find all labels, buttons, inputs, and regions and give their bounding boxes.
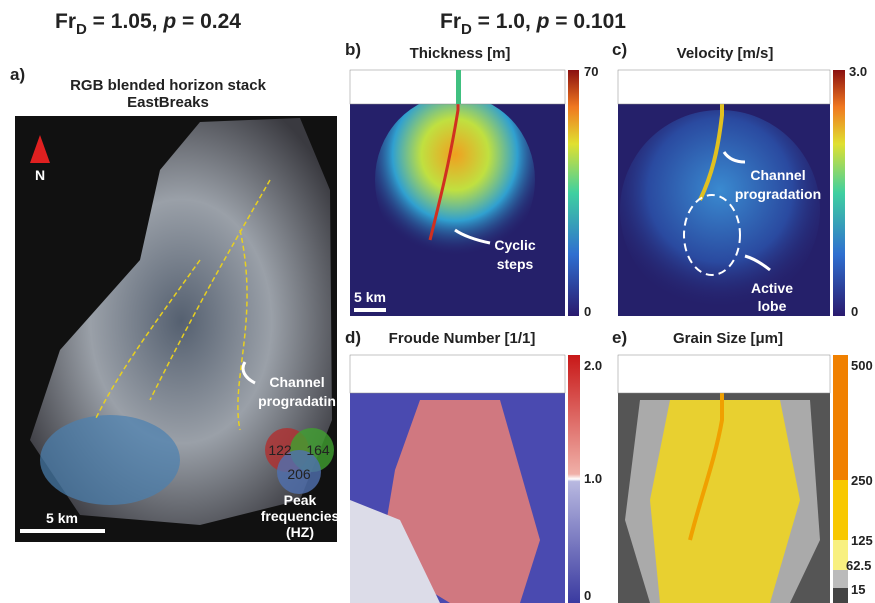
figure: FrD = 1.05, p = 0.24 FrD = 1.0, p = 0.10… (0, 0, 875, 603)
colorbar-label: 1.0 (584, 471, 602, 486)
legend-text: Peak (284, 492, 317, 508)
colorbar-segment (833, 480, 848, 540)
map-top (618, 70, 830, 104)
header-left: FrD = 1.05, p = 0.24 (55, 10, 241, 38)
colorbar-label: 70 (584, 64, 598, 79)
panel-title: Froude Number [1/1] (389, 330, 536, 347)
seismic-lobe (40, 415, 180, 505)
map-top (350, 355, 565, 393)
map-top (618, 355, 830, 393)
inlet (456, 70, 461, 104)
panel-label: a) (10, 65, 25, 84)
colorbar-label: 0 (584, 588, 591, 603)
venn-label: 206 (287, 466, 311, 482)
venn-label: 122 (268, 442, 292, 458)
annotation: Channel (269, 374, 324, 390)
panel-title: Velocity [m/s] (677, 45, 774, 62)
annotation: Channel (750, 167, 805, 183)
colorbar-label: 0 (584, 304, 591, 319)
venn-label: 164 (306, 442, 330, 458)
panel-title: EastBreaks (127, 94, 209, 111)
colorbar-label: 62.5 (846, 558, 871, 573)
scale-label: 5 km (46, 510, 78, 526)
panel-title: Thickness [m] (410, 45, 511, 62)
sand-zone (650, 400, 800, 603)
colorbar-label: 0 (851, 304, 858, 319)
annotation: Active (751, 280, 793, 296)
panel-label: e) (612, 328, 627, 347)
colorbar (568, 70, 579, 316)
colorbar-label: 3.0 (849, 64, 867, 79)
colorbar-label: 2.0 (584, 358, 602, 373)
colorbar-segment (833, 355, 848, 480)
north-label: N (35, 167, 45, 183)
header-right: FrD = 1.0, p = 0.101 (440, 10, 626, 38)
annotation: progradation (735, 186, 821, 202)
colorbar-label: 125 (851, 533, 873, 548)
scale-label: 5 km (354, 289, 386, 305)
panel-title: RGB blended horizon stack (70, 77, 267, 94)
annotation: lobe (758, 298, 787, 314)
annotation: steps (497, 256, 534, 272)
panel-label: d) (345, 328, 361, 347)
panel-label: b) (345, 40, 361, 59)
colorbar-segment (833, 588, 848, 603)
panel-label: c) (612, 40, 627, 59)
annotation: Cyclic (494, 237, 535, 253)
panel-title: Grain Size [μm] (673, 330, 783, 347)
colorbar-label: 250 (851, 473, 873, 488)
colorbar-label: 15 (851, 582, 865, 597)
legend-text: (HZ) (286, 524, 314, 540)
colorbar (568, 355, 580, 603)
annotation: progradatin (258, 393, 336, 409)
legend-text: frequencies (261, 508, 340, 524)
colorbar (833, 70, 845, 316)
colorbar-label: 500 (851, 358, 873, 373)
